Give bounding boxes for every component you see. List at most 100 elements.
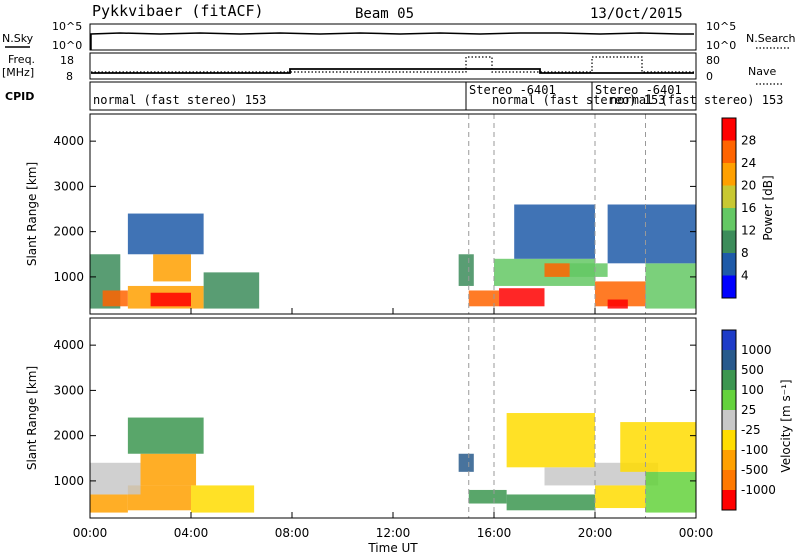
range-tick-label: 2000 xyxy=(53,429,84,443)
date-label: 13/Oct/2015 xyxy=(590,6,683,22)
time-tick-label: 00:00 xyxy=(73,526,108,540)
velocity-colorbar-swatch xyxy=(722,450,736,470)
velocity-cell xyxy=(127,417,204,454)
power-colorbar-tick: 20 xyxy=(741,179,756,193)
power-colorbar-swatch xyxy=(722,253,736,276)
velocity-colorbar-tick: 100 xyxy=(741,383,764,397)
freq-tick-bottom: 8 xyxy=(66,70,73,83)
power-colorbar-tick: 24 xyxy=(741,156,756,170)
velocity-colorbar-swatch xyxy=(722,390,736,410)
power-cell xyxy=(102,290,128,307)
velocity-colorbar-swatch xyxy=(722,470,736,490)
velocity-cell xyxy=(140,453,197,486)
velocity-colorbar-swatch xyxy=(722,490,736,510)
velocity-mode-guides xyxy=(468,318,646,518)
power-colorbar-tick: 28 xyxy=(741,134,756,148)
velocity-colorbar-swatch xyxy=(722,370,736,390)
time-axis: 00:00 04:00 08:00 12:00 16:00 20:00 00:00 xyxy=(73,308,714,540)
cpid-segment-4: Stereo -6401 xyxy=(595,83,682,97)
range-tick-label: 2000 xyxy=(53,225,84,239)
velocity-cell xyxy=(458,453,474,472)
power-data-cells xyxy=(90,204,696,309)
nsky-label: N.Sky xyxy=(2,32,34,45)
power-colorbar-swatch xyxy=(722,118,736,141)
time-tick-label: 04:00 xyxy=(174,526,209,540)
nsearch-label: N.Search xyxy=(746,32,796,45)
velocity-colorbar-tick: -1000 xyxy=(741,483,776,497)
range-tick-label: 4000 xyxy=(53,338,84,352)
cpid-panel: CPID normal (fast stereo) 153 Stereo -64… xyxy=(5,81,783,111)
nave-label: Nave xyxy=(748,65,776,78)
power-colorbar: 4 8 12 16 20 24 28 Power [dB] xyxy=(721,117,775,299)
power-cell xyxy=(468,290,500,307)
velocity-cell xyxy=(191,485,255,513)
time-tick-label: 16:00 xyxy=(477,526,512,540)
velocity-cell xyxy=(645,471,696,513)
power-cell xyxy=(607,204,696,264)
velocity-colorbar-frame xyxy=(721,329,737,511)
power-colorbar-tick: 8 xyxy=(741,246,749,260)
power-cell xyxy=(569,263,608,277)
velocity-colorbar-tick: 25 xyxy=(741,403,756,417)
nsky-tick-bottom: 10^0 xyxy=(52,39,82,52)
power-cell xyxy=(203,272,260,309)
freq-label: Freq. xyxy=(8,53,35,66)
cpid-label: CPID xyxy=(5,90,34,103)
power-range-axis: 1000 2000 3000 4000 xyxy=(53,134,696,284)
power-cell xyxy=(127,213,204,255)
power-colorbar-swatch xyxy=(722,230,736,253)
cpid-segment-2: Stereo -6401 xyxy=(469,83,556,97)
velocity-cell xyxy=(468,489,507,504)
nsky-series-line xyxy=(90,32,694,50)
cpid-segment-5: normal (fast stereo) 153 xyxy=(610,93,783,107)
velocity-cell xyxy=(595,485,646,509)
power-colorbar-label: Power [dB] xyxy=(761,175,775,240)
cpid-segment-1: normal (fast stereo) 153 xyxy=(93,93,266,107)
velocity-colorbar: 1000 500 100 25 -25 -100 -500 -1000 Velocity [m… xyxy=(721,329,793,511)
range-tick-label: 1000 xyxy=(53,270,84,284)
freq-series-line xyxy=(91,68,694,74)
cpid-segment-3: normal (fast stereo) 153 xyxy=(492,93,665,107)
time-tick-label: 00:00 xyxy=(679,526,714,540)
nave-tick-bottom: 0 xyxy=(706,70,713,83)
velocity-range-axis: 1000 2000 3000 4000 xyxy=(53,338,696,488)
power-cell xyxy=(499,288,545,307)
velocity-colorbar-swatch xyxy=(722,430,736,450)
freq-tick-top: 18 xyxy=(60,54,74,67)
range-tick-label: 3000 xyxy=(53,383,84,397)
power-colorbar-tick: 12 xyxy=(741,224,756,238)
power-cell xyxy=(153,254,191,282)
power-cell xyxy=(150,292,191,307)
freq-unit: [MHz] xyxy=(2,66,34,79)
power-cell xyxy=(607,299,628,309)
power-cell xyxy=(514,204,595,259)
power-colorbar-tick: 4 xyxy=(741,269,749,283)
power-colorbar-swatch xyxy=(722,163,736,186)
velocity-colorbar-swatch xyxy=(722,350,736,370)
power-colorbar-tick: 16 xyxy=(741,201,756,215)
velocity-colorbar-label: Velocity [m s⁻¹] xyxy=(779,379,793,472)
velocity-colorbar-tick: -500 xyxy=(741,463,768,477)
nsearch-tick-bottom: 10^0 xyxy=(706,39,736,52)
velocity-cell xyxy=(506,494,595,511)
power-colorbar-swatch xyxy=(722,208,736,231)
power-colorbar-swatch xyxy=(722,275,736,298)
nsky-panel: N.Sky 10^5 10^0 10^5 10^0 N.Search xyxy=(2,20,796,52)
beam-label: Beam 05 xyxy=(355,6,414,22)
time-tick-label: 08:00 xyxy=(275,526,310,540)
velocity-cell xyxy=(90,462,141,495)
nsky-tick-top: 10^5 xyxy=(52,20,82,33)
velocity-colorbar-tick: -25 xyxy=(741,423,761,437)
freq-panel: Freq. [MHz] 18 8 80 0 Nave xyxy=(2,52,782,85)
velocity-cell xyxy=(544,467,595,486)
range-tick-label: 3000 xyxy=(53,179,84,193)
velocity-colorbar-tick: 500 xyxy=(741,363,764,377)
nsearch-tick-top: 10^5 xyxy=(706,20,736,33)
velocity-cell xyxy=(90,494,128,513)
velocity-panel: 1000 2000 3000 4000 Slant Range [km] xyxy=(25,317,697,519)
velocity-cell xyxy=(620,422,696,472)
velocity-colorbar-tick: 1000 xyxy=(741,343,772,357)
power-colorbar-swatch xyxy=(722,140,736,163)
power-panel: 1000 2000 3000 4000 Slant Range [km] xyxy=(25,113,697,315)
